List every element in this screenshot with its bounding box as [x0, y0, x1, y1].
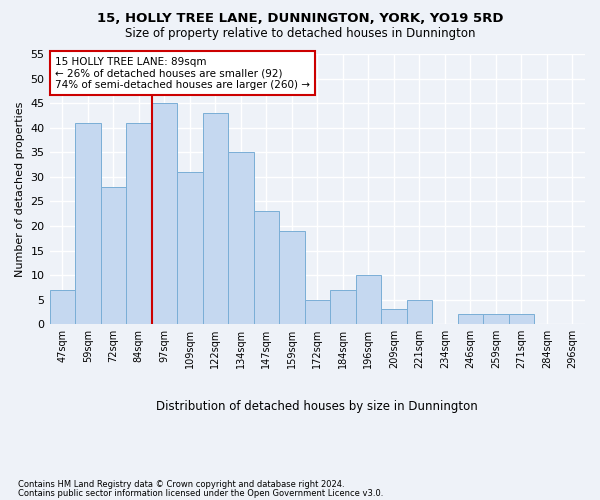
Bar: [509, 314, 534, 324]
Bar: [75, 123, 101, 324]
Bar: [203, 113, 228, 324]
Bar: [381, 310, 407, 324]
Bar: [356, 275, 381, 324]
Text: 15 HOLLY TREE LANE: 89sqm
← 26% of detached houses are smaller (92)
74% of semi-: 15 HOLLY TREE LANE: 89sqm ← 26% of detac…: [55, 56, 310, 90]
Text: 15, HOLLY TREE LANE, DUNNINGTON, YORK, YO19 5RD: 15, HOLLY TREE LANE, DUNNINGTON, YORK, Y…: [97, 12, 503, 26]
Bar: [177, 172, 203, 324]
Bar: [101, 186, 126, 324]
Bar: [305, 300, 330, 324]
Bar: [152, 103, 177, 324]
Bar: [228, 152, 254, 324]
Text: Contains HM Land Registry data © Crown copyright and database right 2024.: Contains HM Land Registry data © Crown c…: [18, 480, 344, 489]
Text: Size of property relative to detached houses in Dunnington: Size of property relative to detached ho…: [125, 28, 475, 40]
Bar: [50, 290, 75, 324]
Bar: [458, 314, 483, 324]
Bar: [279, 231, 305, 324]
Bar: [483, 314, 509, 324]
Text: Distribution of detached houses by size in Dunnington: Distribution of detached houses by size …: [157, 400, 478, 413]
Bar: [407, 300, 432, 324]
Text: Contains public sector information licensed under the Open Government Licence v3: Contains public sector information licen…: [18, 488, 383, 498]
Bar: [126, 123, 152, 324]
Bar: [254, 211, 279, 324]
Y-axis label: Number of detached properties: Number of detached properties: [15, 102, 25, 277]
Bar: [330, 290, 356, 324]
